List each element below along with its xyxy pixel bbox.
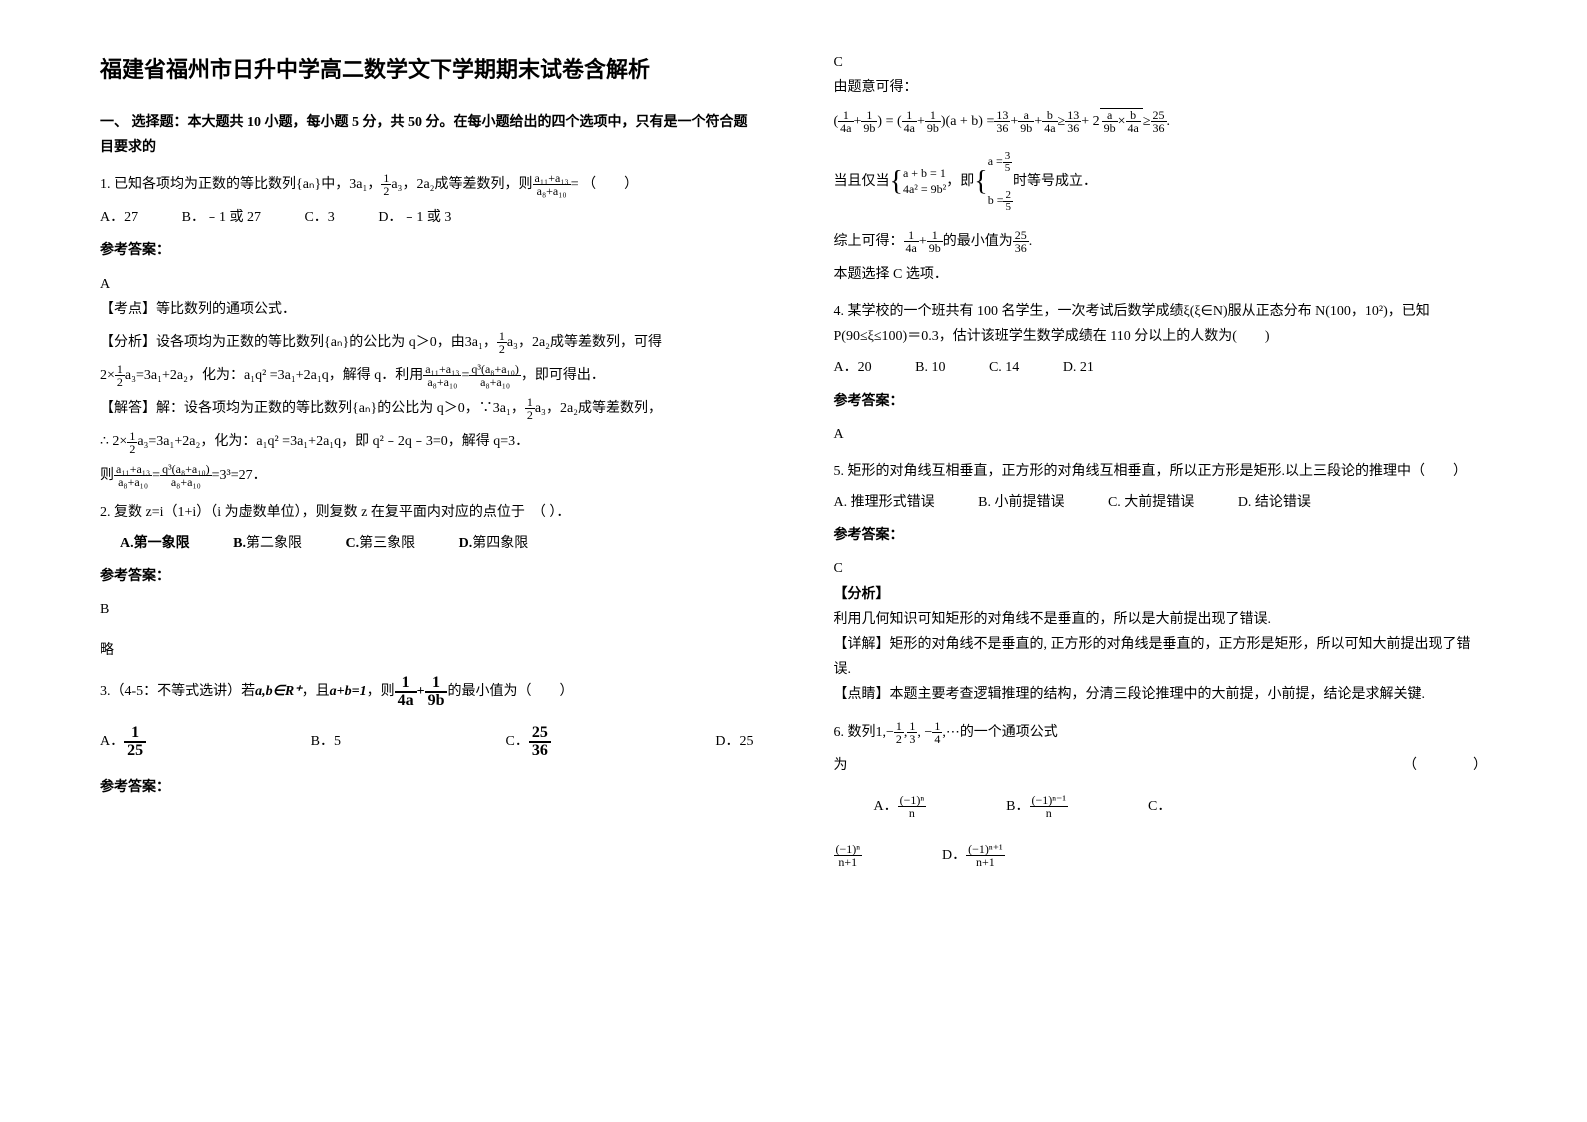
q6-seq: 1,	[876, 720, 887, 745]
q6-line2: 为	[834, 753, 848, 778]
question-5: 5. 矩形的对角线互相垂直，正方形的对角线互相垂直，所以正方形是矩形.以上三段论…	[834, 459, 1488, 708]
q4-opt-a: A．20	[834, 355, 872, 380]
q5-opt-c: C. 大前提错误	[1108, 490, 1194, 515]
q1-point: 【考点】等比数列的通项公式．	[100, 297, 754, 322]
q3-opt-a: A． 125	[100, 725, 146, 759]
q3-opt-c: C． 2536	[506, 725, 551, 759]
frac-1-4a-bold: 14a	[395, 675, 417, 709]
q3-opt-b: B．5	[311, 729, 341, 754]
q1-line4a: 则	[100, 463, 114, 488]
q6-paren: （ ）	[1403, 753, 1487, 778]
right-column: C 由题意可得： ( 14a + 19b ) = ( 14a + 19b )(a…	[834, 50, 1488, 888]
q4-opt-d: D. 21	[1063, 355, 1094, 380]
q4-answer-label: 参考答案：	[834, 389, 1488, 414]
q5-analysis: 利用几何知识可知矩形的对角线不是垂直的，所以是大前提出现了错误.	[834, 607, 1488, 632]
page-title: 福建省福州市日升中学高二数学文下学期期末试卷含解析	[100, 50, 754, 90]
q1-opt-c: C．3	[304, 205, 334, 230]
q2-answer: B	[100, 597, 754, 622]
q1-line2a: 2×	[100, 363, 115, 388]
question-3: 3.（4-5：不等式选讲）若 a,b∈R⁺ ，且 a+b=1 ，则 14a + …	[100, 675, 754, 800]
q3-meaning: 由题意可得：	[834, 75, 1488, 100]
q5-point: 【点睛】本题主要考查逻辑推理的结构，分清三段论推理中的大前提，小前提，结论是求解…	[834, 682, 1488, 707]
q1-eq-rhs: = （ ）	[571, 172, 638, 197]
frac-half-4: 12	[525, 396, 535, 421]
q1-solve-mid: 成等差数列，	[578, 396, 662, 421]
q1-stem-mid2: a₃，2a₂	[391, 172, 434, 197]
q2-opt-a: A.第一象限	[120, 531, 190, 556]
frac-q3-2: q³(a₈+a₁₀)a₈+a₁₀	[160, 463, 212, 488]
q5-opt-b: B. 小前提错误	[978, 490, 1064, 515]
q1-solve-label: 【解答】解：设各项均为正数的等比数列{aₙ}的公比为 q＞0，∵	[100, 396, 493, 421]
frac-a11a13-2: a₁₁+a₁₃a₈+a₁₀	[423, 363, 461, 388]
q3-final: 本题选择 C 选项．	[834, 262, 1488, 287]
q3-opt-d: D．25	[715, 729, 753, 754]
q1-analysis-mid: 成等差数列，可得	[550, 330, 662, 355]
q3-stem-post: ，则	[367, 679, 395, 704]
frac-a11a13-3: a₁₁+a₁₃a₈+a₁₀	[114, 463, 152, 488]
left-column: 福建省福州市日升中学高二数学文下学期期末试卷含解析 一、 选择题：本大题共 10…	[100, 50, 754, 888]
q2-brief: 略	[100, 638, 754, 663]
q1-answer: A	[100, 272, 754, 297]
q3-var: a,b∈R⁺	[255, 679, 301, 704]
q6-opt-c-label: C．	[1148, 794, 1171, 819]
frac-half-2: 12	[497, 330, 507, 355]
frac-1-9b-bold: 19b	[425, 675, 448, 709]
q1-analysis-label: 【分析】设各项均为正数的等比数列{aₙ}的公比为 q＞0，由	[100, 330, 465, 355]
q1-line2d: ，即可得出．	[521, 363, 605, 388]
q4-stem: 4. 某学校的一个班共有 100 名学生，一次考试后数学成绩ξ(ξ∈N)服从正态…	[834, 299, 1488, 349]
q6-opt-a: A． (−1)ⁿn	[874, 794, 927, 819]
q3-conclude: 综上可得： 14a + 19b 的最小值为 2536 .	[834, 229, 1488, 254]
q2-opt-d: D.第四象限	[459, 531, 529, 556]
q1-stem-post: 成等差数列，则	[435, 172, 533, 197]
q6-opt-b: B． (−1)ⁿ⁻¹n	[1006, 794, 1068, 819]
q3-stem-mid: ，且	[302, 679, 330, 704]
q3-eq: a+b=1	[330, 679, 367, 704]
q2-opt-c: C.第三象限	[345, 531, 415, 556]
q5-detail: 【详解】矩形的对角线不是垂直的, 正方形的对角线是垂直的，正方形是矩形，所以可知…	[834, 632, 1488, 682]
frac-half-3: 12	[115, 363, 125, 388]
frac-q3-1: q³(a₈+a₁₀)a₈+a₁₀	[469, 363, 521, 388]
q4-opt-b: B. 10	[915, 355, 945, 380]
q5-answer: C	[834, 556, 1488, 581]
question-1: 1. 已知各项均为正数的等比数列{aₙ}中， 3a₁， 12 a₃，2a₂ 成等…	[100, 172, 754, 488]
frac-half-5: 12	[127, 430, 137, 455]
q3-condition: 当且仅当 { a + b = 1 4a² = 9b² ，即 { a =35 b …	[834, 143, 1488, 221]
frac-a11a13-1: a₁₁+a₁₃a₈+a₁₀	[533, 172, 571, 197]
q1-line2c: =3a₁+2a₂，化为：a₁q² =3a₁+2a₁q，解得 q．利用	[136, 363, 423, 388]
q1-opt-d: D．﹣1 或 3	[378, 205, 451, 230]
q2-stem: 2. 复数 z=i（1+i）（i 为虚数单位），则复数 z 在复平面内对应的点位…	[100, 500, 754, 525]
q5-opt-a: A. 推理形式错误	[834, 490, 935, 515]
q4-answer: A	[834, 422, 1488, 447]
q1-line3b: a₃=3a₁+2a₂，化为：a₁q² =3a₁+2a₁q，即 q²﹣2q﹣3=0…	[137, 429, 529, 454]
q6-opt-d: D． (−1)ⁿ⁺¹n+1	[942, 843, 1005, 868]
frac-half-1: 12	[381, 172, 391, 197]
section-1-header: 一、 选择题：本大题共 10 小题，每小题 5 分，共 50 分。在每小题给出的…	[100, 110, 754, 160]
q1-opt-b: B．﹣1 或 27	[182, 205, 261, 230]
q1-answer-label: 参考答案：	[100, 238, 754, 263]
q2-answer-label: 参考答案：	[100, 564, 754, 589]
question-2: 2. 复数 z=i（1+i）（i 为虚数单位），则复数 z 在复平面内对应的点位…	[100, 500, 754, 663]
q6-opt-c: (−1)ⁿn+1	[834, 843, 863, 868]
q1-stem-pre: 1. 已知各项均为正数的等比数列{aₙ}中，	[100, 172, 349, 197]
q2-opt-b: B.第二象限	[233, 531, 302, 556]
question-4: 4. 某学校的一个班共有 100 名学生，一次考试后数学成绩ξ(ξ∈N)服从正态…	[834, 299, 1488, 447]
q5-answer-label: 参考答案：	[834, 523, 1488, 548]
question-6: 6. 数列 1, −12 , 13 , −14 ,⋯ 的一个通项公式 为 （ ）…	[834, 720, 1488, 877]
q3-answer-label: 参考答案：	[100, 775, 754, 800]
q3-stem-end: 的最小值为（ ）	[447, 679, 573, 704]
q5-opt-d: D. 结论错误	[1238, 490, 1311, 515]
q6-stem-pre: 6. 数列	[834, 720, 876, 745]
q3-expansion: ( 14a + 19b ) = ( 14a + 19b )(a + b) = 1…	[834, 108, 1488, 134]
q3-answer: C	[834, 50, 1488, 75]
q1-line3a: ∴ 2×	[100, 429, 127, 454]
q1-opt-a: A．27	[100, 205, 138, 230]
q1-stem-mid: 3a₁，	[349, 172, 381, 197]
q1-line4b: =3³=27．	[212, 463, 267, 488]
q3-stem-pre: 3.（4-5：不等式选讲）若	[100, 679, 255, 704]
q1-line2b: a₃	[125, 363, 136, 388]
q5-stem: 5. 矩形的对角线互相垂直，正方形的对角线互相垂直，所以正方形是矩形.以上三段论…	[834, 459, 1488, 484]
q6-stem-post: 的一个通项公式	[960, 720, 1058, 745]
q5-analysis-label: 【分析】	[834, 582, 1488, 607]
q4-opt-c: C. 14	[989, 355, 1019, 380]
